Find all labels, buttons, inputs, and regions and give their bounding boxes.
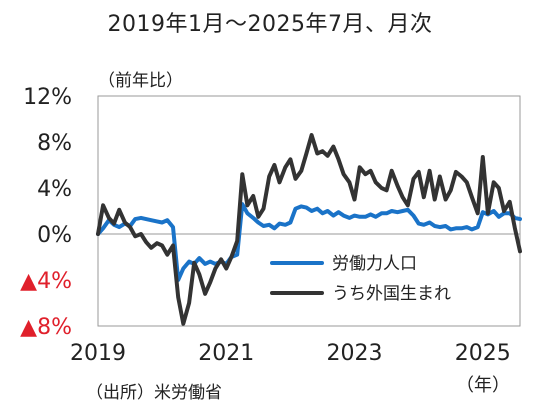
y-tick-label-1: 12% xyxy=(23,85,72,110)
series-line-1 xyxy=(96,202,522,282)
y-tick-label-4: 0% xyxy=(37,223,72,248)
y-tick-label-5: ▲4% xyxy=(20,269,72,294)
x-tick-labels: 2019 2021 2023 2025 xyxy=(70,341,511,366)
y-axis-unit: （前年比） xyxy=(98,71,183,91)
y-tick-labels: 12% 8% 4% 0% ▲4% ▲8% xyxy=(20,85,72,340)
source-note: （出所）米労働省 xyxy=(86,383,222,403)
legend-label-2: うち外国生まれ xyxy=(332,284,451,304)
legend-label-1: 労働力人口 xyxy=(332,254,417,274)
x-tick-label-3: 2023 xyxy=(327,341,383,366)
chart-title: 2019年1月～2025年7月、月次 xyxy=(107,12,433,37)
x-tick-label-1: 2019 xyxy=(70,341,126,366)
y-tick-label-3: 4% xyxy=(37,177,72,202)
y-tick-label-2: 8% xyxy=(37,131,72,156)
x-tick-label-2: 2021 xyxy=(198,341,254,366)
x-axis-unit: （年） xyxy=(456,375,510,396)
x-tick-label-4: 2025 xyxy=(455,341,511,366)
series-line-2 xyxy=(96,133,522,326)
series-layer xyxy=(96,133,522,326)
y-tick-label-6: ▲8% xyxy=(20,315,72,340)
plot-frame xyxy=(97,95,521,327)
